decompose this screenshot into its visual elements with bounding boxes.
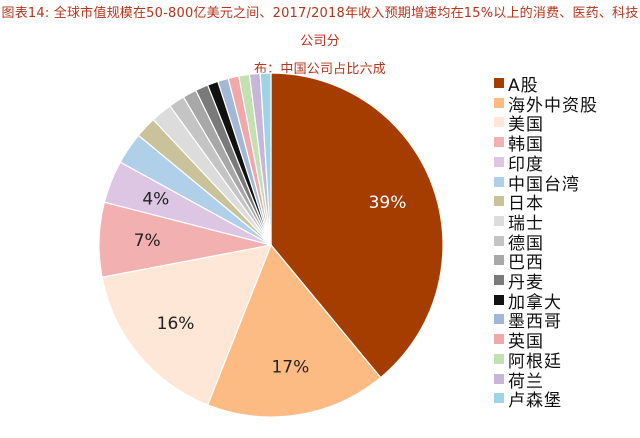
pie-slice-2 [101, 244, 272, 406]
legend-label: 英国 [508, 332, 544, 353]
legend-swatch [494, 275, 504, 285]
legend-swatch [494, 314, 504, 325]
legend-swatch [494, 137, 504, 148]
legend-label: 加拿大 [508, 292, 562, 313]
legend-label: 丹麦 [508, 273, 544, 293]
legend-swatch [494, 176, 504, 187]
slice-label-4: 4% [142, 189, 169, 209]
legend-swatch [494, 393, 504, 404]
legend-swatch [494, 294, 504, 305]
slice-label-0: 39% [369, 193, 407, 213]
legend-label: 阿根廷 [508, 351, 562, 372]
legend-label: 美国 [508, 115, 544, 136]
legend-swatch [494, 78, 504, 88]
legend-label: 中国台湾 [508, 174, 580, 195]
legend-swatch [494, 196, 504, 207]
legend-swatch [494, 117, 504, 128]
legend-label: 卢森堡 [508, 391, 562, 412]
legend-label: A股 [508, 76, 539, 96]
legend-label: 印度 [508, 154, 544, 175]
legend-label: 瑞士 [508, 213, 544, 234]
legend-label: 荷兰 [508, 371, 544, 392]
legend-swatch [494, 334, 504, 345]
legend-swatch [494, 97, 504, 108]
pie-slices [98, 72, 444, 418]
legend-label: 日本 [508, 194, 544, 215]
legend-swatch [494, 373, 504, 384]
legend-label: 墨西哥 [508, 312, 562, 333]
legend-swatch [494, 255, 504, 266]
legend-swatch [494, 235, 504, 246]
pie-slice-1 [206, 243, 382, 418]
legend-label: 韩国 [508, 135, 544, 156]
pie-slice-16 [259, 72, 272, 246]
legend-swatch [494, 215, 504, 226]
chart-title-line-1: 图表14: 全球市值规模在50-800亿美元之间、2017/2018年收入预期增… [1, 6, 639, 49]
pie-slice-0 [270, 72, 444, 379]
legend-label: 巴西 [508, 253, 544, 274]
slice-label-1: 17% [271, 357, 309, 377]
legend-label: 德国 [508, 233, 544, 254]
pie-data-labels: 39% 17% 16% 7% 4% [134, 189, 407, 377]
legend-label: 海外中资股 [508, 95, 598, 116]
legend-swatch [494, 156, 504, 167]
legend-swatch [494, 353, 504, 364]
slice-label-2: 16% [157, 314, 195, 334]
slice-label-3: 7% [134, 231, 161, 251]
